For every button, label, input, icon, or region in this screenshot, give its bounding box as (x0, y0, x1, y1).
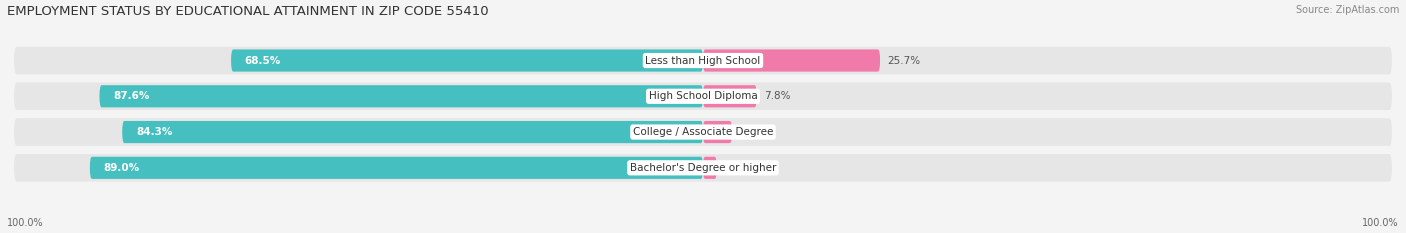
Text: College / Associate Degree: College / Associate Degree (633, 127, 773, 137)
FancyBboxPatch shape (703, 157, 717, 179)
FancyBboxPatch shape (100, 85, 703, 107)
FancyBboxPatch shape (14, 118, 1392, 146)
Text: 89.0%: 89.0% (104, 163, 139, 173)
FancyBboxPatch shape (14, 82, 1392, 110)
FancyBboxPatch shape (14, 154, 1392, 182)
Text: 4.2%: 4.2% (738, 127, 765, 137)
Text: 87.6%: 87.6% (114, 91, 149, 101)
FancyBboxPatch shape (703, 121, 733, 143)
Text: EMPLOYMENT STATUS BY EDUCATIONAL ATTAINMENT IN ZIP CODE 55410: EMPLOYMENT STATUS BY EDUCATIONAL ATTAINM… (7, 5, 489, 18)
FancyBboxPatch shape (231, 49, 703, 72)
Text: Source: ZipAtlas.com: Source: ZipAtlas.com (1295, 5, 1399, 15)
Text: Bachelor's Degree or higher: Bachelor's Degree or higher (630, 163, 776, 173)
Text: 7.8%: 7.8% (763, 91, 790, 101)
Text: 25.7%: 25.7% (887, 55, 920, 65)
Text: Less than High School: Less than High School (645, 55, 761, 65)
FancyBboxPatch shape (703, 85, 756, 107)
Text: High School Diploma: High School Diploma (648, 91, 758, 101)
FancyBboxPatch shape (703, 49, 880, 72)
Text: 2.0%: 2.0% (724, 163, 749, 173)
FancyBboxPatch shape (90, 157, 703, 179)
FancyBboxPatch shape (14, 47, 1392, 74)
Text: 68.5%: 68.5% (245, 55, 281, 65)
Text: 84.3%: 84.3% (136, 127, 173, 137)
FancyBboxPatch shape (122, 121, 703, 143)
Text: 100.0%: 100.0% (7, 218, 44, 228)
Text: 100.0%: 100.0% (1362, 218, 1399, 228)
